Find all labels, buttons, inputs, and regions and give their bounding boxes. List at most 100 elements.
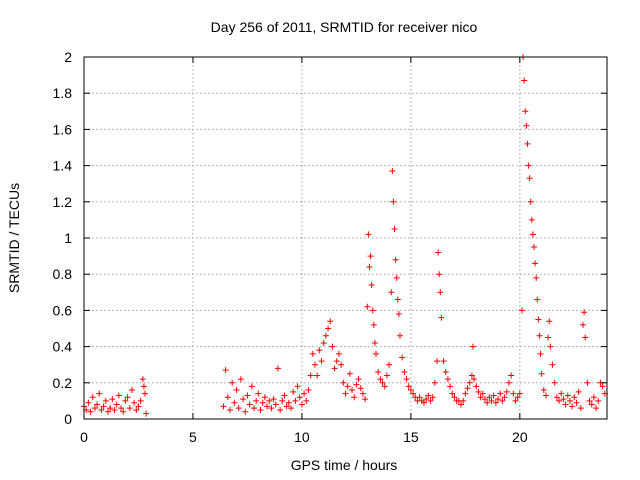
data-point: [420, 399, 427, 406]
data-point: [449, 390, 456, 397]
data-point: [126, 405, 133, 412]
data-point: [220, 403, 227, 410]
data-point: [104, 408, 111, 415]
data-point: [486, 394, 493, 401]
data-point: [560, 396, 567, 403]
data-point: [98, 406, 105, 413]
data-point: [128, 387, 135, 394]
data-point: [237, 376, 244, 383]
data-point: [257, 406, 264, 413]
data-point: [351, 394, 358, 401]
data-point: [533, 274, 540, 281]
data-point: [115, 392, 122, 399]
data-point: [403, 376, 410, 383]
data-point: [305, 387, 312, 394]
data-point: [575, 388, 582, 395]
data-point: [371, 339, 378, 346]
data-point: [327, 318, 334, 325]
data-point: [588, 401, 595, 408]
data-point: [582, 334, 589, 341]
data-point: [394, 296, 401, 303]
data-point: [120, 408, 127, 415]
data-point: [107, 405, 114, 412]
y-tick-label: 0: [64, 411, 72, 427]
data-point: [307, 372, 314, 379]
data-point: [469, 343, 476, 350]
data-point: [526, 175, 533, 182]
data-point: [333, 358, 340, 365]
data-point: [133, 406, 140, 413]
data-point: [386, 361, 393, 368]
data-series: [81, 54, 608, 417]
data-point: [270, 396, 277, 403]
data-point: [124, 394, 131, 401]
data-point: [340, 379, 347, 386]
data-point: [118, 405, 125, 412]
data-point: [364, 303, 371, 310]
data-point: [431, 379, 438, 386]
data-point: [451, 394, 458, 401]
data-point: [530, 244, 537, 251]
data-point: [475, 388, 482, 395]
data-point: [240, 396, 247, 403]
data-point: [569, 403, 576, 410]
x-tick-label: 20: [512, 429, 528, 445]
data-point: [250, 405, 257, 412]
data-point: [274, 365, 281, 372]
data-point: [488, 397, 495, 404]
data-point: [142, 390, 149, 397]
data-point: [231, 399, 238, 406]
data-point: [553, 394, 560, 401]
data-point: [521, 77, 528, 84]
y-axis-label: SRMTID / TECUs: [6, 183, 22, 293]
data-point: [447, 383, 454, 390]
data-point: [109, 396, 116, 403]
y-tick-label: 1.2: [53, 194, 73, 210]
data-point: [492, 399, 499, 406]
data-point: [423, 396, 430, 403]
data-point: [545, 334, 552, 341]
data-point: [222, 367, 229, 374]
data-point: [497, 390, 504, 397]
data-point: [564, 392, 571, 399]
data-point: [442, 368, 449, 375]
data-point: [519, 307, 526, 314]
x-tick-label: 0: [80, 429, 88, 445]
data-point: [438, 314, 445, 321]
data-point: [562, 401, 569, 408]
data-point: [357, 385, 364, 392]
data-point: [390, 198, 397, 205]
data-point: [266, 397, 273, 404]
data-point: [367, 253, 374, 260]
data-point: [416, 394, 423, 401]
data-point: [335, 350, 342, 357]
data-point: [359, 390, 366, 397]
data-point: [342, 390, 349, 397]
data-point: [528, 216, 535, 223]
data-point: [139, 376, 146, 383]
y-tick-label: 0.6: [53, 302, 73, 318]
data-point: [349, 387, 356, 394]
data-point: [436, 271, 443, 278]
data-point: [437, 289, 444, 296]
data-point: [396, 332, 403, 339]
data-point: [501, 394, 508, 401]
data-point: [508, 372, 515, 379]
data-point: [481, 396, 488, 403]
data-point: [224, 394, 231, 401]
data-point: [393, 274, 400, 281]
data-point: [303, 397, 310, 404]
data-point: [410, 390, 417, 397]
data-point: [537, 350, 544, 357]
data-point: [285, 399, 292, 406]
data-point: [512, 397, 519, 404]
data-point: [388, 289, 395, 296]
data-point: [479, 390, 486, 397]
data-point: [549, 361, 556, 368]
chart-title: Day 256 of 2011, SRMTID for receiver nic…: [211, 19, 478, 35]
data-point: [281, 392, 288, 399]
data-point: [294, 383, 301, 390]
data-point: [377, 376, 384, 383]
data-point: [253, 397, 260, 404]
